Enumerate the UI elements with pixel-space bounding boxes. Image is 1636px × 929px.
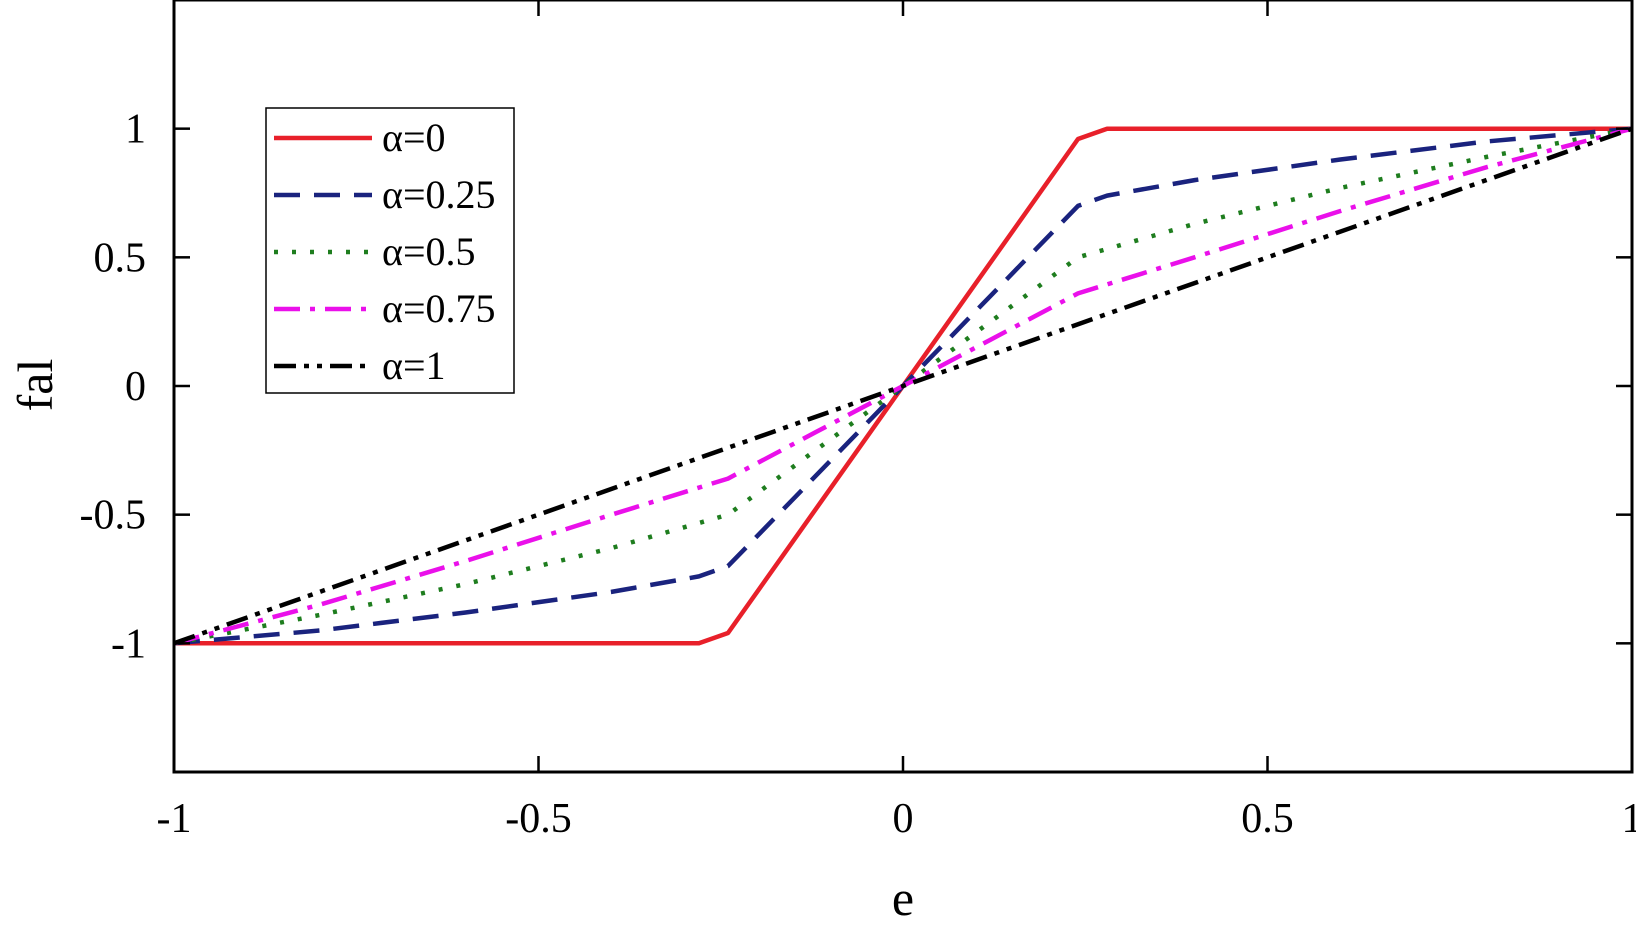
- series-layer: [174, 126, 1632, 646]
- x-tick-label: 0.5: [1241, 796, 1294, 842]
- x-tick-label: -0.5: [505, 796, 572, 842]
- ticks-layer: -1 -0.5 0 0.5 1 -1 -0.5 0 0.5 1: [80, 0, 1636, 842]
- y-axis-title: fal: [7, 359, 63, 412]
- y-tick-label: 0: [125, 364, 146, 410]
- legend-label: α=1: [382, 343, 446, 388]
- x-tick-label: -1: [157, 796, 192, 842]
- x-tick-label: 0: [893, 796, 914, 842]
- y-tick-label: 1: [125, 107, 146, 153]
- y-tick-label: 0.5: [94, 235, 147, 281]
- legend-label: α=0: [382, 115, 446, 160]
- legend-label: α=0.25: [382, 172, 496, 217]
- legend-label: α=0.5: [382, 229, 476, 274]
- legend: α=0 α=0.25 α=0.5 α=0.75 α=1: [265, 107, 515, 394]
- series-line: [174, 126, 1632, 646]
- legend-label: α=0.75: [382, 286, 496, 331]
- y-tick-label: -1: [111, 621, 146, 667]
- y-tick-label: -0.5: [80, 493, 147, 539]
- legend-box: [265, 107, 515, 394]
- x-tick-label: 1: [1622, 796, 1636, 842]
- x-axis-title: e: [892, 870, 914, 926]
